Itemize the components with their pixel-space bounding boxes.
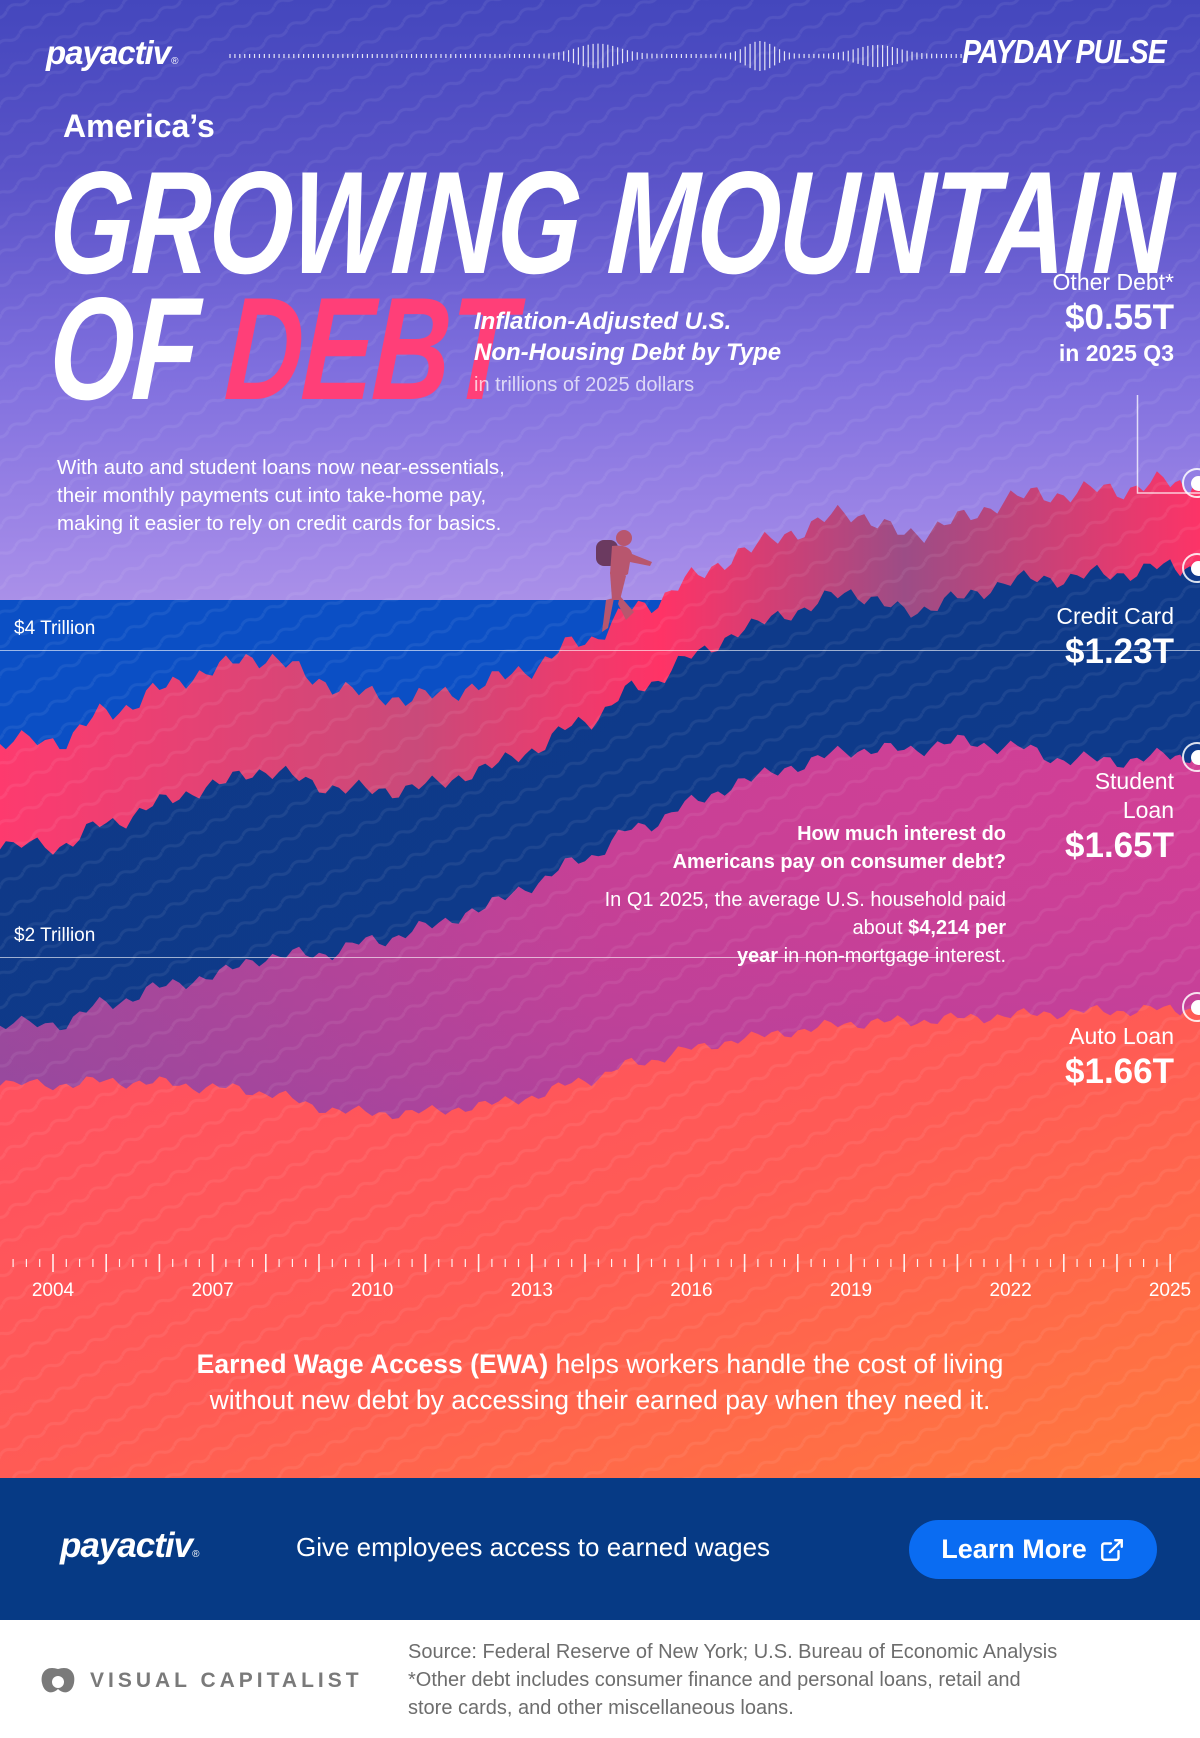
waveform-decoration	[229, 41, 962, 71]
x-axis-label-2010: 2010	[351, 1280, 394, 1301]
infographic-poster: payactiv® PAYDAY PULSE America’s GROWING…	[0, 0, 1200, 1478]
end-marker-other	[1182, 468, 1200, 498]
gridline-2t	[0, 957, 940, 958]
title-kicker: America’s	[63, 108, 215, 144]
payactiv-logo-cta[interactable]: payactiv®	[60, 1526, 200, 1565]
gridline-label-2t: $2 Trillion	[14, 925, 96, 946]
x-axis-label-2007: 2007	[191, 1280, 234, 1301]
chart-subtitle: Inflation-Adjusted U.S. Non-Housing Debt…	[474, 308, 782, 366]
x-axis-label-2013: 2013	[510, 1280, 553, 1301]
visual-capitalist-logo[interactable]: VISUAL CAPITALIST	[38, 1665, 363, 1697]
page-title-line2: OF DEBT	[46, 267, 519, 430]
x-axis-label-2004: 2004	[31, 1280, 75, 1301]
label-other-debt: Other Debt* $0.55T in 2025 Q3	[1052, 269, 1174, 366]
x-axis-label-2025: 2025	[1148, 1280, 1192, 1301]
x-axis-label-2022: 2022	[989, 1280, 1032, 1301]
label-auto-loan: Auto Loan $1.66T	[1065, 1023, 1174, 1091]
ewa-message: Earned Wage Access (EWA) helps workers h…	[196, 1349, 1004, 1415]
stacked-area-chart	[0, 0, 1200, 1478]
label-credit-card: Credit Card $1.23T	[1056, 603, 1174, 671]
payday-pulse-logo: PAYDAY PULSE	[962, 33, 1166, 70]
x-axis-label-2016: 2016	[670, 1280, 713, 1301]
cta-text: Give employees access to earned wages	[296, 1532, 771, 1562]
learn-more-button[interactable]: Learn More	[909, 1520, 1157, 1579]
intro-paragraph: With auto and student loans now near-ess…	[57, 456, 505, 535]
x-axis-ticks	[12, 1254, 1171, 1272]
end-marker-student	[1182, 742, 1200, 772]
end-marker-credit	[1182, 553, 1200, 583]
end-marker-auto	[1182, 992, 1200, 1022]
x-axis-label-2019: 2019	[829, 1280, 873, 1301]
footer: VISUAL CAPITALIST Source: Federal Reserv…	[0, 1620, 1200, 1738]
visual-capitalist-mark-icon	[41, 1667, 75, 1693]
callout-question: How much interest do Americans pay on co…	[672, 823, 1006, 873]
climber-illustration	[596, 530, 652, 632]
gridline-4t	[0, 650, 1200, 651]
other-debt-connector	[1136, 395, 1200, 494]
gridline-label-4t: $4 Trillion	[14, 618, 96, 639]
chart-units: in trillions of 2025 dollars	[474, 374, 695, 396]
source-notes: Source: Federal Reserve of New York; U.S…	[408, 1641, 1058, 1719]
callout-answer: In Q1 2025, the average U.S. household p…	[604, 889, 1006, 967]
label-student-loan: Student Loan $1.65T	[1065, 768, 1174, 865]
interest-callout: How much interest do Americans pay on co…	[566, 820, 1006, 970]
external-link-icon	[1100, 1538, 1123, 1561]
cta-banner: payactiv® Give employees access to earne…	[0, 1478, 1200, 1620]
payactiv-logo[interactable]: payactiv®	[46, 34, 179, 71]
